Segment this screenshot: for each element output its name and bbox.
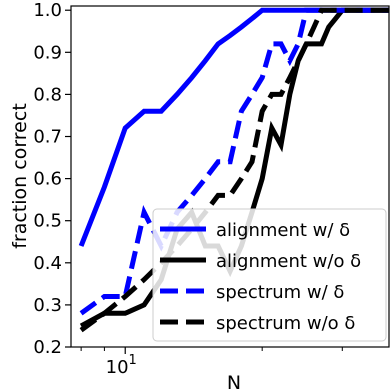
x-tick-label-base: 10 <box>106 357 129 378</box>
x-tick-label: 101 <box>106 353 137 378</box>
y-tick-label: 0.2 <box>33 337 62 358</box>
legend-box <box>152 208 387 342</box>
legend-label: spectrum w/o δ <box>216 313 355 334</box>
x-tick-label-exponent: 1 <box>129 353 137 368</box>
y-axis-ticks: 0.2 0.3 0.4 0.5 0.6 0.7 0.8 0.9 1.0 <box>33 0 71 358</box>
y-tick-label: 0.5 <box>33 211 62 232</box>
y-tick-label: 0.6 <box>33 169 62 190</box>
y-tick-label: 0.8 <box>33 84 62 105</box>
y-tick-label: 0.7 <box>33 127 62 148</box>
x-axis-label: N <box>227 372 241 389</box>
legend-label: alignment w/o δ <box>216 251 361 272</box>
legend-label: alignment w/ δ <box>216 220 350 241</box>
plot-frame <box>70 5 390 348</box>
y-axis-label: fraction correct <box>9 103 31 249</box>
x-axis-ticks: 101 <box>80 347 343 378</box>
y-tick-label: 0.3 <box>33 295 62 316</box>
y-tick-label: 0.9 <box>33 42 62 63</box>
legend: alignment w/ δ alignment w/o δ spectrum w/… <box>152 208 387 342</box>
y-tick-label: 0.4 <box>33 253 62 274</box>
y-tick-label: 1.0 <box>33 0 62 21</box>
legend-label: spectrum w/ δ <box>216 282 344 303</box>
